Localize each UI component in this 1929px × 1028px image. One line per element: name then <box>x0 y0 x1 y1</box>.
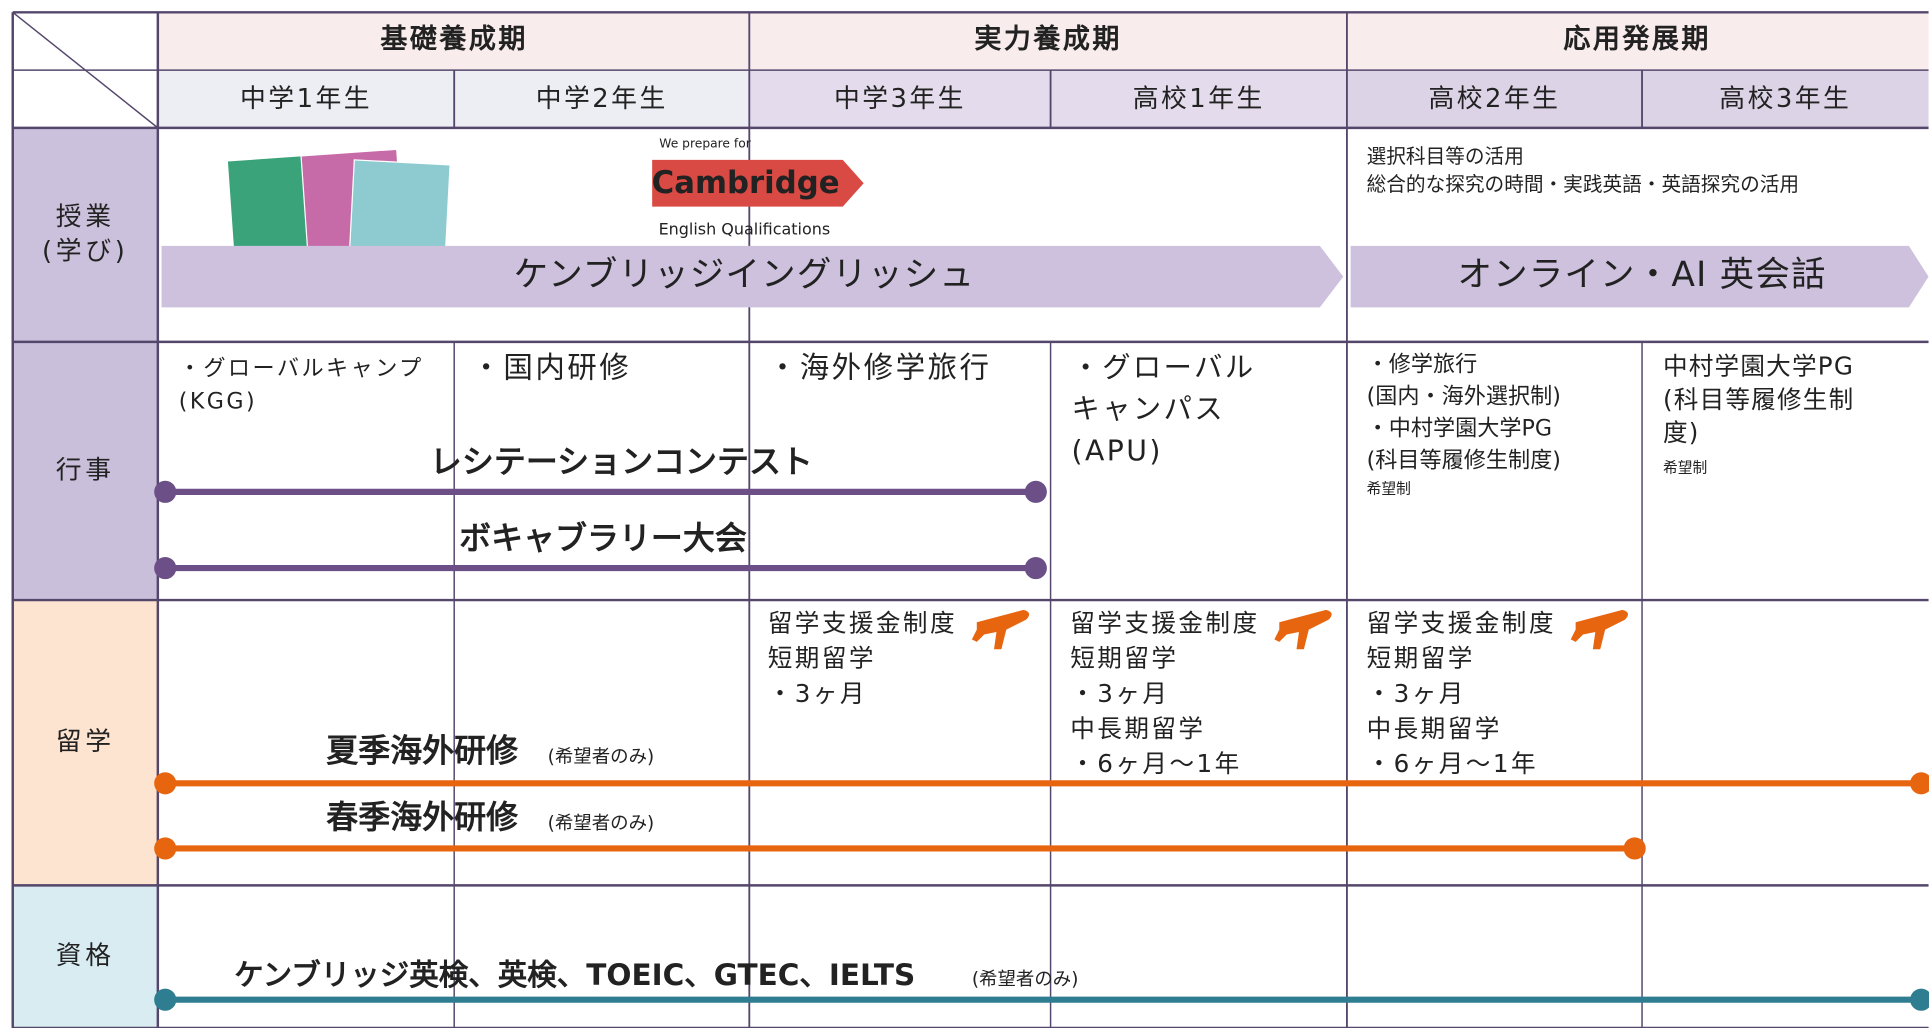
grade-bg <box>1346 70 1643 128</box>
lesson-band <box>161 245 1344 308</box>
bar-label: ボキャブラリー大会 <box>459 519 747 557</box>
event-note: 希望制 <box>1663 460 1707 477</box>
event-text: 度) <box>1663 418 1700 447</box>
row-label-bg <box>12 600 158 886</box>
phase: 応用発展期 <box>1563 23 1711 55</box>
abroad-text: 中長期留学 <box>1070 714 1205 743</box>
abroad-text: ・6ヶ月〜1年 <box>1070 749 1241 778</box>
phase: 基礎養成期 <box>380 23 528 55</box>
event-text: ・グローバル <box>1071 351 1255 384</box>
grade: 中学2年生 <box>536 84 668 114</box>
bar-end <box>154 772 177 795</box>
row-label-bg <box>12 885 158 1028</box>
event-text: ・海外修学旅行 <box>768 350 992 384</box>
bar-label: 春季海外研修 <box>326 798 519 836</box>
abroad-text: 留学支援金制度 <box>1070 609 1259 638</box>
abroad-text: 短期留学 <box>768 644 876 673</box>
abroad-text: ・6ヶ月〜1年 <box>1367 749 1538 778</box>
event-text: 中村学園大学PG <box>1663 352 1854 381</box>
bar-label: ケンブリッジ英検、英検、TOEIC、GTEC、IELTS <box>234 958 915 992</box>
plane-icon <box>1274 609 1332 650</box>
bar-end <box>154 557 177 580</box>
bar-end <box>154 480 177 503</box>
event-text: ・中村学園大学PG <box>1367 416 1552 442</box>
grade: 高校3年生 <box>1719 84 1851 114</box>
grade-bg <box>157 70 455 128</box>
bar-label: 夏季海外研修 <box>326 732 519 770</box>
band-label: オンライン・AI 英会話 <box>1457 255 1826 295</box>
abroad-text: 中長期留学 <box>1367 714 1502 743</box>
grid-line <box>12 11 159 129</box>
lesson-band <box>1350 245 1929 308</box>
row-label: 授業 <box>56 202 115 232</box>
row-label: (学び) <box>42 237 129 267</box>
event-text: ・国内研修 <box>471 350 631 384</box>
abroad-text: 留学支援金制度 <box>768 609 957 638</box>
row-label-bg <box>12 341 158 601</box>
note: 総合的な探究の時間・実践英語・英語探究の活用 <box>1367 173 1799 196</box>
event-text: (科目等履修生制 <box>1663 385 1854 414</box>
grade: 中学3年生 <box>834 84 966 114</box>
grade: 高校2年生 <box>1428 84 1560 114</box>
row-label: 留学 <box>56 727 115 757</box>
logo-text: English Qualifications <box>659 219 831 238</box>
row-label-bg <box>12 127 158 342</box>
event-text: (国内・海外選択制) <box>1367 384 1561 410</box>
logo-name: Cambridge <box>652 165 840 201</box>
event-text: キャンパス <box>1071 393 1225 426</box>
bar-end <box>154 837 177 860</box>
row-label: 資格 <box>56 941 115 971</box>
row-label: 行事 <box>56 455 115 485</box>
bar-note: (希望者のみ) <box>548 813 655 834</box>
bar-end <box>154 988 177 1011</box>
logo-text: We prepare for <box>659 136 751 150</box>
event-text: ・修学旅行 <box>1367 352 1478 378</box>
grade: 高校1年生 <box>1133 84 1265 114</box>
phase-bg <box>157 12 1929 71</box>
grade-bg <box>454 70 750 128</box>
event-text: (KGG) <box>179 389 257 415</box>
grade: 中学1年生 <box>240 84 372 114</box>
grade-bg <box>1642 70 1929 128</box>
event-text: ・グローバルキャンプ <box>179 355 424 381</box>
note: 選択科目等の活用 <box>1367 145 1524 168</box>
bar-label: レシテーションコンテスト <box>430 443 813 481</box>
abroad-text: 留学支援金制度 <box>1367 609 1556 638</box>
abroad-text: ・3ヶ月 <box>1070 679 1169 708</box>
bar-end <box>1024 480 1047 503</box>
bar-end <box>1623 837 1646 860</box>
bar-end <box>1910 772 1929 795</box>
bar-note: (希望者のみ) <box>972 969 1079 990</box>
plane-icon <box>1570 609 1628 650</box>
abroad-text: 短期留学 <box>1367 644 1475 673</box>
grade-bg <box>1050 70 1347 128</box>
abroad-text: ・3ヶ月 <box>1367 679 1466 708</box>
plane-icon <box>971 609 1030 650</box>
band-label: ケンブリッジイングリッシュ <box>514 255 975 295</box>
grade-bg <box>749 70 1051 128</box>
event-text: (科目等履修生制度) <box>1367 448 1561 474</box>
abroad-text: ・3ヶ月 <box>768 679 867 708</box>
bar-end <box>1024 557 1047 580</box>
bar-note: (希望者のみ) <box>548 746 655 767</box>
event-text: (APU) <box>1071 435 1162 468</box>
abroad-text: 短期留学 <box>1070 644 1178 673</box>
event-note: 希望制 <box>1367 480 1411 497</box>
phase: 実力養成期 <box>974 23 1122 55</box>
logo-shape <box>652 159 864 207</box>
bar-end <box>1910 988 1929 1011</box>
